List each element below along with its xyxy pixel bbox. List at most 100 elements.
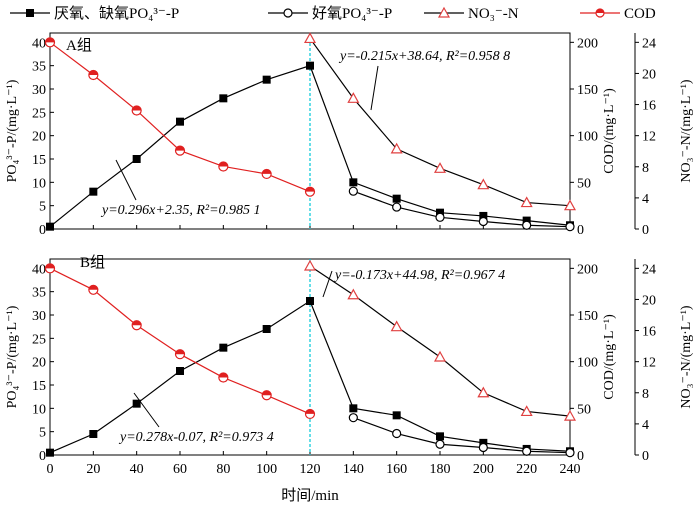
point-fill-cod [305, 409, 315, 414]
x-tick-label: 160 [386, 462, 407, 477]
point-aerobic_p [348, 413, 358, 423]
point-anaerobic_anoxic_p [132, 399, 141, 408]
point-fill-cod [132, 320, 142, 326]
y-tick-label-no3: 4 [642, 192, 649, 207]
y-tick-label-no3: 16 [642, 99, 656, 114]
point-no3n [390, 320, 403, 332]
regression-label-lower: y=0.296x+2.35, R²=0.985 1 [100, 203, 261, 218]
point-anaerobic_anoxic_p [479, 438, 488, 447]
y-tick-label-no3: 20 [642, 293, 656, 308]
point-no3n [563, 409, 577, 421]
y-tick-label-cod: 200 [577, 36, 598, 51]
point-aerobic_p [522, 220, 532, 230]
point-fill-cod [218, 373, 228, 378]
y-tick-label-cod: 50 [577, 402, 591, 417]
y-axis-label-no3: NO₃⁻-N/(mg·L⁻¹) [679, 305, 694, 409]
y-axis-label-left: PO₄³⁻-P/(mg·L⁻¹) [5, 305, 20, 408]
point-aerobic_p [435, 439, 445, 449]
point-anaerobic_anoxic_p [392, 194, 401, 203]
point-fill-cod [262, 169, 272, 174]
point-fill-cod [262, 390, 272, 396]
y-axis-label-no3: NO₃⁻-N/(mg·L⁻¹) [679, 79, 694, 183]
point-no3n [563, 199, 577, 211]
regression-label-lower: y=0.278x-0.07, R²=0.973 4 [118, 430, 274, 445]
point-fill-cod [132, 105, 142, 111]
regression-label-upper: y=-0.173x+44.98, R²=0.967 4 [333, 268, 505, 283]
x-tick-label: 240 [560, 462, 581, 477]
point-aerobic_p [435, 212, 445, 222]
y-tick-label-left: 25 [32, 106, 46, 121]
y-tick-label-left: 20 [32, 130, 46, 145]
point-anaerobic_anoxic_p [46, 448, 54, 457]
x-tick-label: 140 [343, 462, 364, 477]
point-anaerobic_anoxic_p [176, 367, 184, 375]
y-tick-label-left: 15 [32, 379, 46, 394]
point-fill-cod [175, 349, 185, 355]
y-tick-label-left: 35 [32, 286, 46, 301]
point-anaerobic_anoxic_p [46, 222, 54, 231]
point-aerobic_p [478, 216, 488, 227]
x-tick-label: 40 [130, 462, 144, 477]
y-tick-label-no3: 0 [642, 449, 649, 464]
series-line-cod [49, 41, 311, 193]
y-tick-label-cod: 0 [577, 223, 584, 238]
point-anaerobic_anoxic_p [219, 343, 228, 352]
legend-item-anaerobic-anoxic-p: 厌氧、缺氧PO₄³⁻-P [10, 5, 179, 22]
y-tick-label-left: 5 [39, 200, 46, 215]
legend-label-no3n: NO₃⁻-N [468, 6, 519, 22]
point-fill-cod [45, 37, 55, 43]
point-anaerobic_anoxic_p [479, 211, 488, 220]
x-tick-label: 200 [473, 462, 494, 477]
y-tick-label-no3: 20 [642, 67, 656, 82]
x-tick-label: 60 [173, 462, 187, 477]
y-axis-label-cod: COD/(mg·L⁻¹) [602, 314, 617, 400]
legend-item-aerobic-p: 好氧PO₄³⁻-P [268, 5, 392, 22]
point-no3n [520, 196, 533, 208]
point-no3n [520, 405, 533, 417]
y-tick-label-left: 30 [32, 83, 46, 98]
point-no3n [347, 288, 360, 300]
y-tick-label-left: 5 [39, 426, 46, 441]
x-tick-label: 120 [300, 462, 321, 477]
point-anaerobic_anoxic_p [262, 75, 271, 84]
y-tick-label-left: 40 [32, 36, 46, 51]
y-tick-label-cod: 0 [577, 449, 584, 464]
y-tick-label-left: 0 [39, 223, 46, 238]
annotation-arrow-upper [322, 270, 333, 298]
point-anaerobic_anoxic_p [436, 208, 444, 217]
point-anaerobic_anoxic_p [306, 297, 314, 305]
point-fill-cod [218, 161, 228, 167]
point-anaerobic_anoxic_p [176, 117, 184, 126]
point-no3n [347, 92, 360, 103]
point-anaerobic_anoxic_p [349, 404, 358, 413]
y-tick-label-cod: 150 [577, 83, 598, 98]
x-tick-label: 100 [256, 462, 277, 477]
point-fill-cod [88, 70, 98, 75]
point-fill-cod [88, 285, 98, 290]
y-tick-label-no3: 0 [642, 223, 649, 238]
y-tick-label-left: 30 [32, 309, 46, 324]
y-tick-label-no3: 8 [642, 387, 649, 402]
x-axis-label: 时间/min [281, 487, 339, 504]
legend: 厌氧、缺氧PO₄³⁻-P 好氧PO₄³⁻-P NO₃⁻-N COD [10, 5, 656, 22]
point-no3n [390, 142, 403, 154]
y-tick-label-left: 15 [32, 153, 46, 168]
y-tick-label-left: 10 [32, 176, 46, 191]
legend-label-cod: COD [624, 6, 656, 22]
y-tick-label-no3: 24 [642, 36, 656, 51]
y-tick-label-no3: 24 [642, 262, 656, 277]
point-aerobic_p [392, 428, 402, 439]
point-anaerobic_anoxic_p [89, 187, 98, 196]
point-anaerobic_anoxic_p [522, 216, 531, 225]
y-tick-label-left: 40 [32, 262, 46, 277]
y-tick-label-cod: 150 [577, 309, 598, 324]
point-aerobic_p [478, 442, 488, 453]
point-anaerobic_anoxic_p [436, 432, 444, 441]
point-anaerobic_anoxic_p [392, 411, 401, 420]
point-no3n [477, 386, 490, 398]
point-anaerobic_anoxic_p [219, 94, 228, 103]
point-aerobic_p [522, 446, 532, 456]
panel-a: A组 PO₄³⁻-P/(mg·L⁻¹) COD/(mg·L⁻¹) NO₃⁻-N/… [5, 32, 694, 238]
x-tick-label: 20 [86, 462, 100, 477]
